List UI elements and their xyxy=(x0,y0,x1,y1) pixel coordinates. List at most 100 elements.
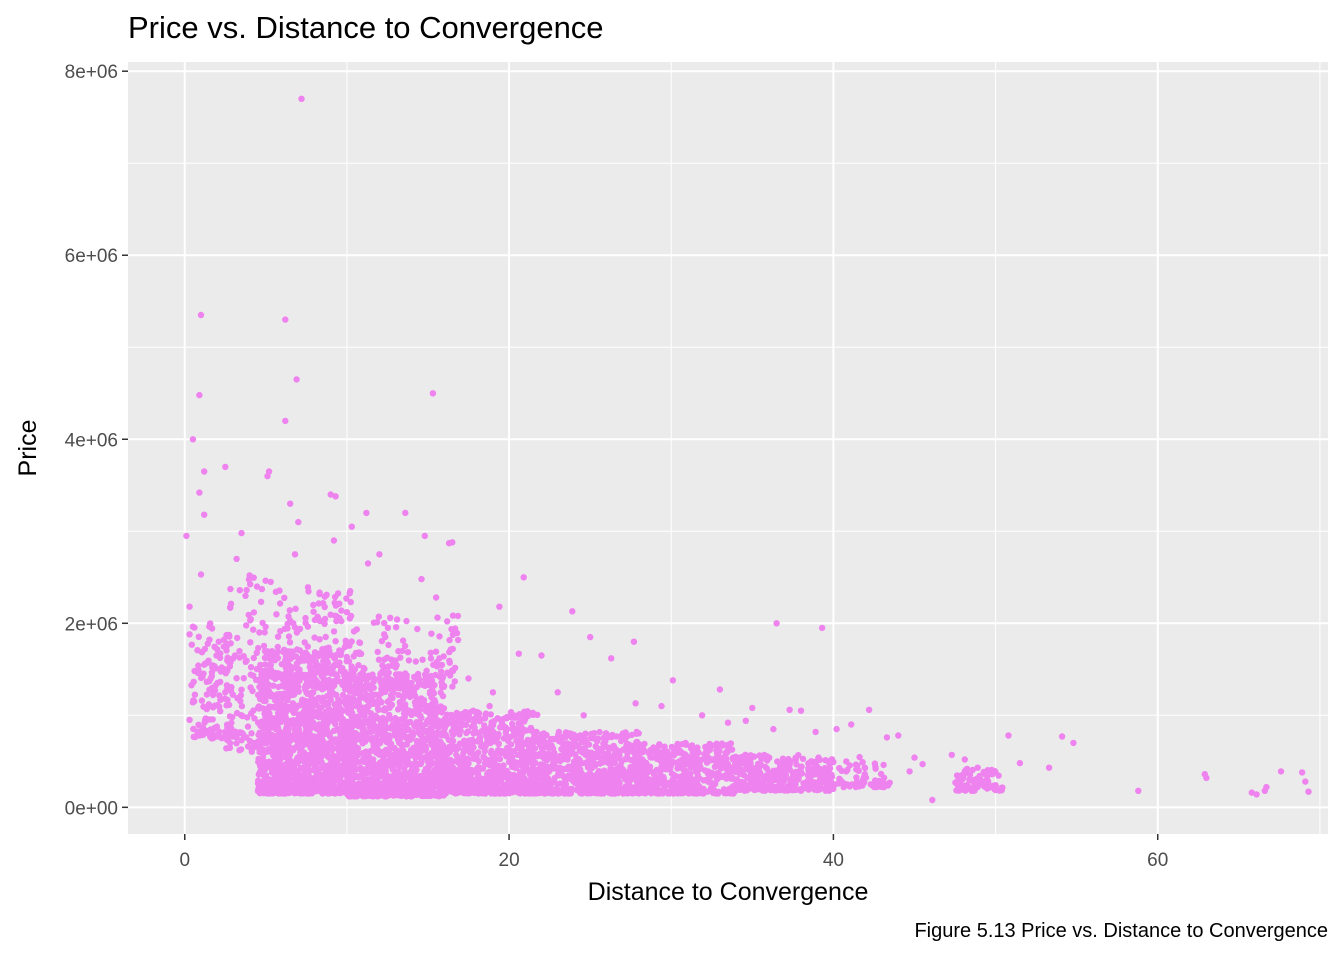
data-point xyxy=(385,641,392,649)
data-point xyxy=(485,786,492,793)
data-point xyxy=(401,713,409,720)
data-point xyxy=(690,776,698,783)
data-point xyxy=(242,658,249,665)
data-point xyxy=(338,617,345,625)
data-point xyxy=(496,790,503,797)
data-point xyxy=(383,776,390,783)
data-point xyxy=(274,691,281,698)
data-point xyxy=(621,775,629,783)
data-point xyxy=(407,791,414,798)
data-point xyxy=(273,611,280,618)
data-point xyxy=(330,680,338,687)
data-point xyxy=(264,759,272,767)
data-point xyxy=(638,756,646,763)
data-point xyxy=(321,593,328,600)
data-point xyxy=(208,625,216,632)
data-point xyxy=(425,716,433,723)
data-point xyxy=(315,773,323,781)
data-point xyxy=(293,660,301,667)
data-point xyxy=(594,735,602,742)
data-point xyxy=(308,705,316,712)
data-point xyxy=(303,689,310,696)
data-point xyxy=(316,636,323,643)
data-point xyxy=(381,792,388,800)
data-point xyxy=(441,725,448,732)
data-point xyxy=(238,686,245,693)
data-point xyxy=(306,659,313,666)
data-point xyxy=(392,714,399,722)
data-point xyxy=(504,782,511,789)
data-point xyxy=(339,681,346,688)
data-point xyxy=(760,775,767,783)
data-point xyxy=(449,645,456,653)
data-point xyxy=(274,643,281,651)
data-point xyxy=(475,790,482,797)
data-point xyxy=(437,668,445,675)
data-point xyxy=(848,781,856,788)
data-point xyxy=(256,729,263,736)
data-point xyxy=(295,666,302,673)
data-point xyxy=(233,740,240,747)
data-point xyxy=(742,751,749,758)
data-point xyxy=(417,712,424,719)
data-point xyxy=(268,690,275,698)
data-point xyxy=(428,677,436,684)
data-point xyxy=(633,728,640,736)
data-point xyxy=(629,747,637,755)
data-point xyxy=(505,735,512,743)
data-point xyxy=(724,760,731,768)
data-point xyxy=(308,711,316,719)
data-point xyxy=(302,649,309,656)
data-point xyxy=(460,746,467,754)
data-point xyxy=(192,733,199,741)
data-point xyxy=(331,760,339,767)
data-point xyxy=(287,764,294,772)
data-point xyxy=(238,712,245,719)
data-point xyxy=(275,683,282,691)
data-point xyxy=(495,740,502,748)
data-point xyxy=(449,721,457,728)
data-point xyxy=(407,749,414,756)
data-point xyxy=(274,633,282,640)
data-point xyxy=(313,759,320,767)
data-point xyxy=(236,587,243,594)
data-point xyxy=(279,692,286,699)
data-point xyxy=(571,733,579,741)
data-point xyxy=(751,772,758,779)
data-point xyxy=(434,754,441,761)
data-point xyxy=(555,728,563,736)
data-point xyxy=(440,683,447,690)
data-point xyxy=(262,783,269,790)
data-point xyxy=(396,699,404,706)
data-point xyxy=(401,757,408,764)
data-point xyxy=(376,751,383,758)
data-point xyxy=(461,755,468,762)
data-point xyxy=(433,663,441,670)
data-point xyxy=(492,762,499,769)
data-point xyxy=(378,699,385,706)
data-point xyxy=(408,679,415,686)
data-point xyxy=(638,762,645,769)
data-point xyxy=(338,607,345,614)
data-point xyxy=(390,684,398,691)
data-point xyxy=(273,732,280,740)
data-point xyxy=(304,683,311,690)
data-point xyxy=(344,702,351,709)
data-point xyxy=(282,656,289,664)
data-point xyxy=(442,790,450,797)
data-point xyxy=(290,620,297,627)
data-point xyxy=(368,757,375,764)
data-point xyxy=(320,664,328,671)
data-point xyxy=(581,745,588,752)
data-point xyxy=(360,704,367,712)
data-point xyxy=(361,738,369,745)
data-point xyxy=(380,683,387,690)
data-point xyxy=(317,784,324,792)
data-point xyxy=(304,784,312,792)
data-point xyxy=(306,663,313,671)
data-point xyxy=(453,788,461,796)
data-point xyxy=(309,753,317,761)
data-point xyxy=(233,734,240,741)
data-point xyxy=(361,710,368,718)
data-point xyxy=(472,755,479,762)
